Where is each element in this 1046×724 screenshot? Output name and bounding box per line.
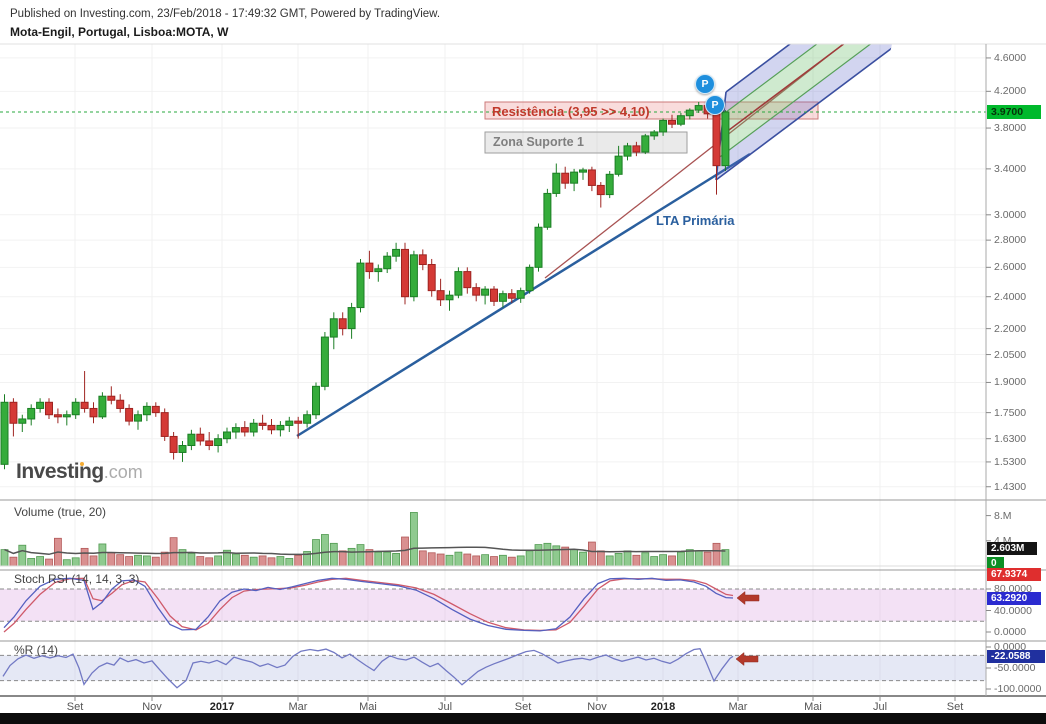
axis-tick-label: 2.4000 [994, 290, 1027, 303]
pitchfork-pin-icon[interactable]: P [705, 95, 725, 115]
time-axis-label: Set [946, 701, 964, 713]
axis-tick-label: 40.0000 [994, 604, 1032, 617]
axis-tick-label: 2.2000 [994, 322, 1027, 335]
volume-pane[interactable] [0, 512, 986, 567]
axis-tick-label: 2.6000 [994, 261, 1027, 274]
percent-r-pane[interactable] [0, 647, 986, 689]
time-axis-label: Nov [142, 701, 162, 713]
main-price-pane[interactable] [0, 0, 986, 470]
support-zone-label[interactable]: Zona Suporte 1 [493, 135, 584, 149]
trendline-label[interactable]: LTA Primária [656, 213, 735, 228]
time-axis-label: Nov [587, 701, 607, 713]
axis-tick-label: 3.4000 [994, 162, 1027, 175]
axis-tick-label: 3.8000 [994, 122, 1027, 135]
stoch-rsi-pane[interactable] [0, 577, 986, 633]
time-axis-label: Set [514, 701, 532, 713]
stoch-d-value-badge: 67.9374 [987, 568, 1041, 581]
candlesticks [0, 101, 730, 470]
last-price-badge: 3.9700 [987, 105, 1041, 119]
watermark-orange-dot-icon [80, 462, 84, 466]
volume-zero-badge: 0 [987, 557, 1004, 569]
pitchfork-pin-icon[interactable]: P [695, 74, 715, 94]
axis-tick-label: 3.0000 [994, 208, 1027, 221]
time-axis-label: 2018 [650, 701, 676, 713]
stoch-left-arrow-icon[interactable] [736, 590, 760, 606]
time-axis-label: Mar [288, 701, 308, 713]
time-axis-label: Jul [437, 701, 453, 713]
watermark-suffix: .com [103, 462, 143, 482]
percent-r-line [2, 647, 734, 689]
axis-tick-label: 1.5300 [994, 455, 1027, 468]
pane-frame [0, 43, 1046, 701]
stoch-k-value-badge: 63.2920 [987, 592, 1041, 605]
axis-tick-label: 1.9000 [994, 376, 1027, 389]
volume-panel-title: Volume (true, 20) [14, 505, 107, 519]
bottom-black-bar [0, 713, 1046, 724]
axis-tick-label: 1.6300 [994, 432, 1027, 445]
axis-tick-label: -100.0000 [994, 683, 1042, 695]
wr-value-badge: -22.0588 [987, 650, 1045, 663]
time-axis-label: 2017 [209, 701, 235, 713]
time-axis-label: Set [66, 701, 84, 713]
watermark-brand: Investing [16, 460, 104, 483]
time-axis-label: Mai [359, 701, 377, 713]
instrument-title: Mota-Engil, Portugal, Lisboa:MOTA, W [10, 25, 229, 39]
pin-letter: P [701, 78, 709, 90]
axis-tick-label: -50.0000 [994, 662, 1036, 674]
pin-letter: P [711, 99, 719, 111]
arrow-annotations[interactable] [735, 590, 760, 667]
axis-tick-label: 2.0500 [994, 348, 1027, 361]
wr-panel-title: %R (14) [14, 643, 59, 657]
axis-tick-label: 4.2000 [994, 85, 1027, 98]
secondary-trendline[interactable] [544, 44, 843, 279]
investing-watermark-logo: Investing.com [16, 460, 143, 484]
axis-tick-label: 4.6000 [994, 51, 1027, 64]
grid-lines [0, 44, 986, 696]
current-volume-badge: 2.603M [987, 542, 1037, 555]
time-axis-label: Jul [872, 701, 888, 713]
stoch-k-line [3, 577, 734, 632]
time-axis-label: Mar [728, 701, 748, 713]
stoch-panel-title: Stoch RSI (14, 14, 3, 3) [14, 572, 140, 586]
axis-tick-label: 0.0000 [994, 626, 1027, 638]
pitchfork-channel[interactable] [715, 0, 926, 181]
time-axis-label: Mai [804, 701, 822, 713]
axis-tick-label: 1.4300 [994, 480, 1027, 493]
axis-tick-label: 8.M [994, 509, 1012, 522]
axis-tick-label: 1.7500 [994, 406, 1027, 419]
axis-tick-label: 2.8000 [994, 234, 1027, 247]
volume-ma-line [4, 546, 726, 556]
resistance-zone-label[interactable]: Resistência (3,95 >> 4,10) [492, 104, 650, 119]
wr-left-arrow-icon[interactable] [735, 651, 759, 667]
published-line: Published on Investing.com, 23/Feb/2018 … [10, 8, 441, 20]
